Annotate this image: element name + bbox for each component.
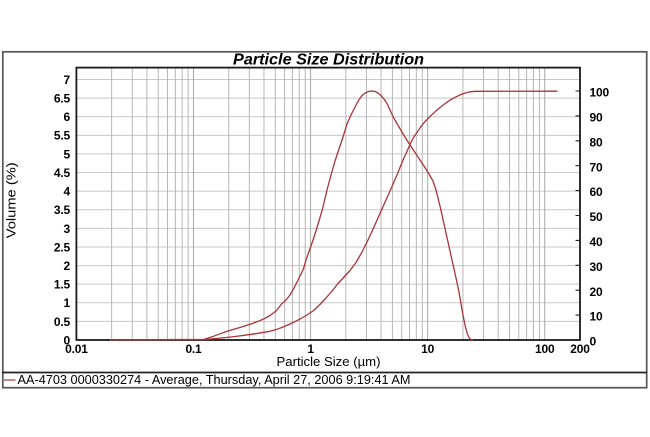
- svg-text:6: 6: [64, 110, 71, 124]
- svg-text:40: 40: [590, 235, 603, 249]
- svg-text:AA-4703 0000330274 - Average,: AA-4703 0000330274 - Average, Thursday, …: [18, 373, 411, 387]
- svg-text:100: 100: [535, 342, 555, 356]
- svg-text:5.5: 5.5: [54, 129, 71, 143]
- svg-text:1: 1: [64, 296, 71, 310]
- svg-text:4: 4: [64, 185, 71, 199]
- svg-text:0.5: 0.5: [54, 315, 71, 329]
- svg-text:5: 5: [64, 147, 71, 161]
- svg-text:30: 30: [590, 260, 603, 274]
- svg-text:Volume (%): Volume (%): [4, 162, 19, 238]
- svg-text:3: 3: [64, 222, 71, 236]
- svg-text:60: 60: [590, 185, 603, 199]
- svg-text:3.5: 3.5: [54, 203, 71, 217]
- svg-text:50: 50: [590, 210, 603, 224]
- svg-text:70: 70: [590, 160, 603, 174]
- svg-text:1.5: 1.5: [54, 278, 71, 292]
- svg-text:7: 7: [64, 73, 71, 87]
- svg-text:100: 100: [590, 86, 610, 100]
- svg-text:0.01: 0.01: [65, 342, 88, 356]
- svg-text:0: 0: [64, 333, 71, 347]
- svg-text:0: 0: [590, 335, 597, 349]
- svg-text:1: 1: [307, 342, 314, 356]
- svg-text:20: 20: [590, 285, 603, 299]
- svg-text:90: 90: [590, 111, 603, 125]
- svg-text:10: 10: [421, 342, 434, 356]
- svg-text:80: 80: [590, 135, 603, 149]
- svg-text:10: 10: [590, 310, 603, 324]
- svg-text:Particle Size (µm): Particle Size (µm): [277, 354, 381, 369]
- svg-text:200: 200: [570, 342, 590, 356]
- svg-text:2: 2: [64, 259, 71, 273]
- svg-text:2.5: 2.5: [54, 240, 71, 254]
- svg-text:0.1: 0.1: [185, 342, 202, 356]
- svg-text:4.5: 4.5: [54, 166, 71, 180]
- svg-text:Particle Size Distribution: Particle Size Distribution: [233, 52, 424, 69]
- svg-text:6.5: 6.5: [54, 92, 71, 106]
